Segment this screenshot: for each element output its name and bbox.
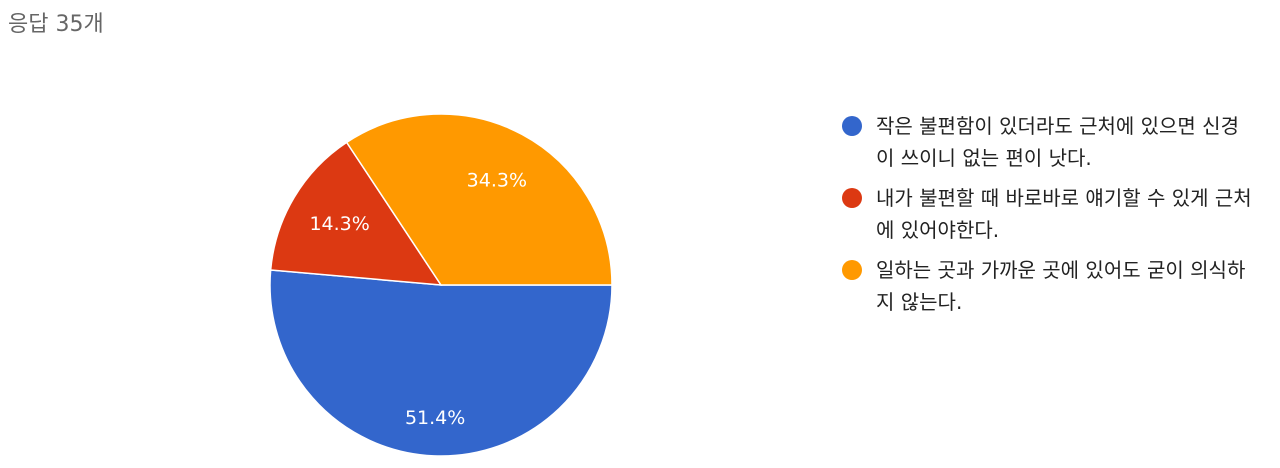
chart-title: 응답 35개 xyxy=(8,12,104,37)
legend-label: 일하는 곳과 가까운 곳에 있어도 굳이 의식하지 않는다. xyxy=(876,258,1246,314)
chart: 51.4% 14.3% 34.3% xyxy=(269,113,613,457)
legend-item: 내가 불편할 때 바로바로 얘기할 수 있게 근처에 있어야한다. xyxy=(842,182,1262,246)
slice-label: 34.3% xyxy=(467,170,527,192)
legend-label: 내가 불편할 때 바로바로 얘기할 수 있게 근처에 있어야한다. xyxy=(876,186,1252,242)
legend-swatch xyxy=(842,116,862,136)
legend-swatch xyxy=(842,260,862,280)
legend-item: 일하는 곳과 가까운 곳에 있어도 굳이 의식하지 않는다. xyxy=(842,254,1262,318)
slice-label: 14.3% xyxy=(309,213,369,235)
legend-item: 작은 불편함이 있더라도 근처에 있으면 신경이 쓰이니 없는 편이 낫다. xyxy=(842,110,1262,174)
pie-slice xyxy=(269,269,613,457)
legend-swatch xyxy=(842,188,862,208)
slice-label: 51.4% xyxy=(405,407,465,429)
legend: 작은 불편함이 있더라도 근처에 있으면 신경이 쓰이니 없는 편이 낫다. 내가… xyxy=(842,110,1262,326)
pie-slice xyxy=(269,141,443,286)
pie-slice xyxy=(345,113,613,286)
legend-label: 작은 불편함이 있더라도 근처에 있으면 신경이 쓰이니 없는 편이 낫다. xyxy=(876,114,1239,170)
